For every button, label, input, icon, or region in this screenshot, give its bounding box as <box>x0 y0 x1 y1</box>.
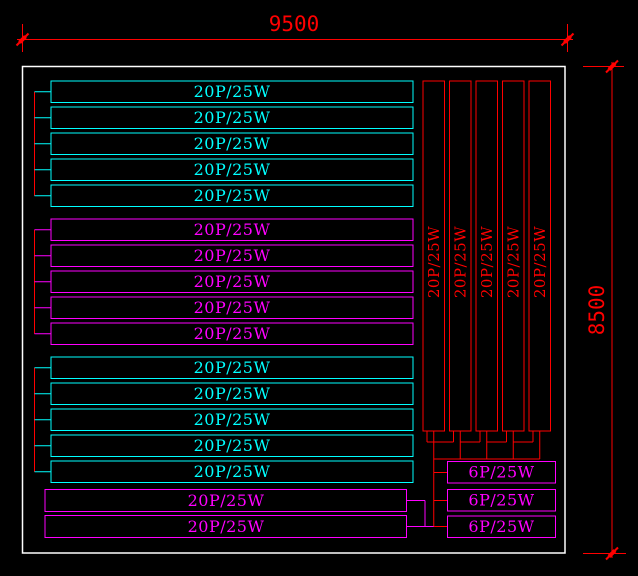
bar-label: 20P/25W <box>194 436 271 455</box>
bar-label: 20P/25W <box>194 220 271 239</box>
dimension-tick <box>563 35 572 44</box>
bar-label: 20P/25W <box>194 108 271 127</box>
light-bar <box>50 270 414 293</box>
bar-group-vertical-red: 20P/25W 20P/25W 20P/25W 20P/25W 20P/25W <box>422 80 551 432</box>
light-bar <box>50 296 414 319</box>
light-bar <box>50 322 414 345</box>
dimension-right: 8500 <box>583 59 626 561</box>
bar-label: 20P/25W <box>451 226 469 298</box>
light-bar <box>50 158 414 181</box>
dimension-tick <box>18 35 27 44</box>
bar-label: 20P/25W <box>194 410 271 429</box>
bar-label: 6P/25W <box>468 491 534 510</box>
light-bar <box>50 244 414 267</box>
bar-label: 20P/25W <box>194 246 271 265</box>
light-bar <box>447 515 556 538</box>
light-bar <box>50 218 414 241</box>
bar-label: 20P/25W <box>194 160 271 179</box>
bar-label: 20P/25W <box>425 226 443 298</box>
bar-label: 6P/25W <box>468 463 534 482</box>
bar-label: 20P/25W <box>504 226 522 298</box>
light-bar <box>50 408 414 431</box>
wiring-bus-red <box>426 431 541 527</box>
bar-group-mid-magenta: 20P/25W 20P/25W 20P/25W 20P/25W 20P/25W <box>34 218 414 345</box>
dimension-label-top: 9500 <box>269 12 320 36</box>
bar-label: 20P/25W <box>194 272 271 291</box>
bar-label: 20P/25W <box>531 226 549 298</box>
dimension-tick <box>607 549 617 558</box>
light-bar <box>50 184 414 207</box>
bar-group-wide-magenta: 20P/25W 20P/25W <box>44 489 434 538</box>
bar-group-top-cyan: 20P/25W 20P/25W 20P/25W 20P/25W 20P/25W <box>34 80 414 207</box>
bar-group-small-magenta: 6P/25W 6P/25W 6P/25W <box>447 461 556 538</box>
dimension-tick <box>607 62 617 71</box>
dimension-label-right: 8500 <box>585 285 609 336</box>
bar-label: 20P/25W <box>194 384 271 403</box>
room-outline <box>21 65 566 554</box>
bar-label: 20P/25W <box>194 462 271 481</box>
bar-label: 20P/25W <box>194 324 271 343</box>
light-bar <box>50 382 414 405</box>
bar-label: 20P/25W <box>478 226 496 298</box>
light-bar <box>50 356 414 379</box>
bar-group-bottom-cyan: 20P/25W 20P/25W 20P/25W 20P/25W 20P/25W <box>34 356 414 483</box>
bar-label: 20P/25W <box>194 358 271 377</box>
light-bar <box>447 461 556 484</box>
light-bar <box>50 132 414 155</box>
dimension-top: 9500 <box>15 12 575 52</box>
light-bar <box>50 434 414 457</box>
bar-label: 20P/25W <box>188 491 265 510</box>
bar-label: 20P/25W <box>194 82 271 101</box>
bar-label: 20P/25W <box>194 298 271 317</box>
light-bar <box>50 460 414 483</box>
light-bar <box>50 80 414 103</box>
bar-label: 20P/25W <box>188 517 265 536</box>
light-bar <box>447 489 556 512</box>
light-bar <box>50 106 414 129</box>
bar-label: 6P/25W <box>468 517 534 536</box>
bar-label: 20P/25W <box>194 186 271 205</box>
bar-label: 20P/25W <box>194 134 271 153</box>
